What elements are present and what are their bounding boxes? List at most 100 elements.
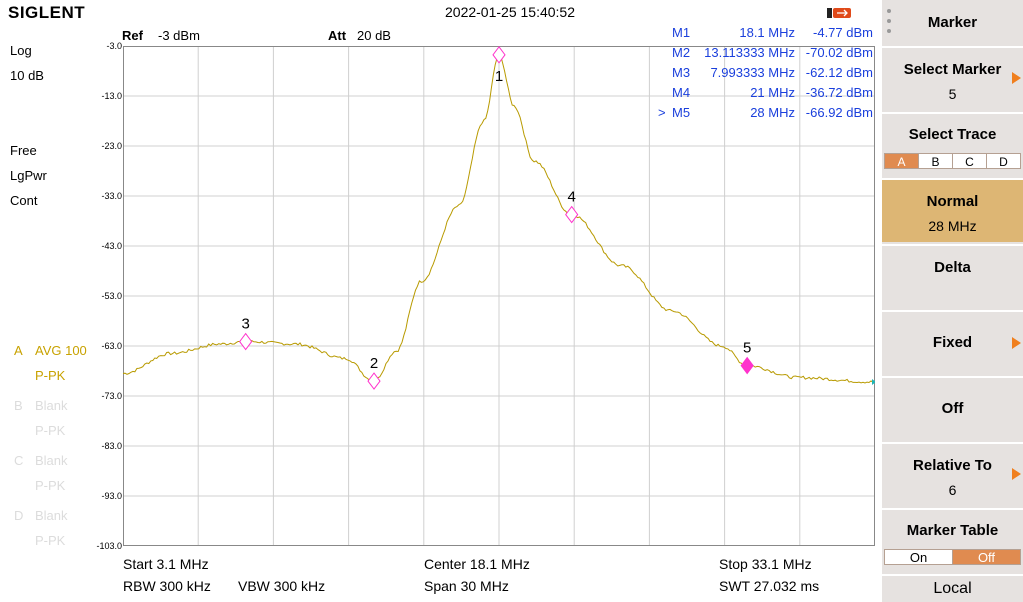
y-tick-label: -3.0	[106, 41, 122, 51]
trace-a-avg: AVG 100	[35, 343, 87, 358]
trace-option-b[interactable]: B	[918, 153, 953, 169]
y-tick-label: -93.0	[101, 491, 122, 501]
marker-1-label: 1	[495, 68, 503, 85]
span-value[interactable]: Span 30 MHz	[424, 578, 509, 594]
off-button[interactable]: Off	[882, 376, 1023, 440]
start-freq[interactable]: Start 3.1 MHz	[123, 556, 209, 572]
battery-icon	[826, 6, 852, 18]
trace-a-letter: A	[14, 343, 23, 358]
swt-value[interactable]: SWT 27.032 ms	[719, 578, 820, 594]
brand-logo: SIGLENT	[8, 3, 86, 22]
fixed-button[interactable]: Fixed	[882, 310, 1023, 374]
y-tick-label: -103.0	[96, 541, 122, 551]
y-tick-label: -83.0	[101, 441, 122, 451]
grip-dot	[887, 29, 891, 33]
datetime: 2022-01-25 15:40:52	[445, 4, 575, 20]
trace-a-det: P-PK	[35, 368, 66, 383]
trace-c-letter: C	[14, 453, 24, 468]
sweep-mode: Free	[10, 143, 37, 158]
rbw-value[interactable]: RBW 300 kHz	[123, 578, 211, 594]
submenu-arrow-icon	[1012, 337, 1021, 349]
stop-freq[interactable]: Stop 33.1 MHz	[719, 556, 812, 572]
fixed-label: Fixed	[932, 334, 973, 351]
trace-d-state: Blank	[35, 508, 68, 523]
marker-id: M1	[672, 25, 691, 40]
marker-level: -66.92 dBm	[805, 105, 873, 120]
trace-option-c[interactable]: C	[952, 153, 987, 169]
menu-title: Marker	[927, 14, 978, 31]
center-freq[interactable]: Center 18.1 MHz	[424, 556, 530, 572]
y-tick-label: -43.0	[101, 241, 122, 251]
y-tick-label: -73.0	[101, 391, 122, 401]
off-label: Off	[941, 400, 964, 417]
relative-to-button[interactable]: Relative To 6	[882, 442, 1023, 506]
normal-value: 28 MHz	[928, 218, 977, 234]
marker-table-off[interactable]: Off	[952, 549, 1021, 565]
detector-type: LgPwr	[10, 168, 47, 183]
marker-level: -4.77 dBm	[813, 25, 873, 40]
marker-freq: 13.113333 MHz	[704, 45, 795, 60]
att-value[interactable]: 20 dB	[357, 28, 391, 43]
trace-option-d[interactable]: D	[986, 153, 1021, 169]
grip-dot	[887, 19, 891, 23]
ref-value[interactable]: -3 dBm	[158, 28, 200, 43]
marker-2-label: 2	[370, 355, 378, 372]
marker-table-on[interactable]: On	[884, 549, 953, 565]
trace-b-state: Blank	[35, 398, 68, 413]
trace-option-a[interactable]: A	[884, 153, 919, 169]
spectrum-plot[interactable]: 1 2 3 4 5	[123, 46, 875, 546]
normal-label: Normal	[926, 193, 979, 210]
y-tick-label: -13.0	[101, 91, 122, 101]
marker-table-label: Marker Table	[906, 522, 999, 539]
marker-3-diamond-icon	[239, 332, 253, 351]
trace-b-det: P-PK	[35, 423, 66, 438]
run-mode: Cont	[10, 193, 38, 208]
marker-freq: 7.993333 MHz	[710, 65, 795, 80]
y-tick-label: -63.0	[101, 341, 122, 351]
trace-c-state: Blank	[35, 453, 68, 468]
y-tick-label: -23.0	[101, 141, 122, 151]
select-marker-value: 5	[948, 86, 957, 102]
normal-button[interactable]: Normal 28 MHz	[882, 178, 1023, 242]
relative-to-label: Relative To	[913, 457, 992, 474]
marker-5-diamond-icon	[740, 356, 754, 375]
top-bar	[0, 0, 882, 24]
marker-4-label: 4	[568, 189, 576, 206]
grip-dot	[887, 9, 891, 13]
marker-level: -70.02 dBm	[805, 45, 873, 60]
trace-d-det: P-PK	[35, 533, 66, 548]
marker-2-diamond-icon	[367, 372, 381, 390]
scale-div: 10 dB	[10, 68, 44, 83]
relative-to-value: 6	[948, 482, 957, 498]
vbw-value[interactable]: VBW 300 kHz	[238, 578, 326, 594]
marker-id: M3	[672, 65, 691, 80]
y-tick-label: -53.0	[101, 291, 122, 301]
marker-id: M5	[672, 105, 691, 120]
select-marker-label: Select Marker	[903, 61, 1002, 78]
delta-button[interactable]: Delta	[882, 244, 1023, 308]
submenu-arrow-icon	[1012, 468, 1021, 480]
trace-b-letter: B	[14, 398, 23, 413]
marker-freq: 18.1 MHz	[739, 25, 795, 40]
scale-type: Log	[10, 43, 32, 58]
marker-level: -36.72 dBm	[805, 85, 873, 100]
submenu-arrow-icon	[1012, 72, 1021, 84]
marker-level: -62.12 dBm	[805, 65, 873, 80]
marker-sel: >	[658, 105, 666, 120]
select-marker-button[interactable]: Select Marker 5	[882, 46, 1023, 110]
marker-id: M2	[672, 45, 691, 60]
local-button[interactable]: Local	[882, 574, 1023, 602]
marker-id: M4	[672, 85, 691, 100]
marker-3-label: 3	[241, 316, 249, 333]
select-trace-label: Select Trace	[908, 126, 997, 143]
marker-freq: 28 MHz	[750, 105, 795, 120]
trace-d-letter: D	[14, 508, 24, 523]
ref-label: Ref	[122, 28, 143, 43]
delta-label: Delta	[934, 259, 971, 276]
trace-c-det: P-PK	[35, 478, 66, 493]
att-label: Att	[328, 28, 347, 43]
y-tick-label: -33.0	[101, 191, 122, 201]
marker-1-diamond-icon	[492, 46, 506, 64]
marker-5-label: 5	[743, 340, 751, 357]
marker-4-diamond-icon	[565, 205, 579, 224]
